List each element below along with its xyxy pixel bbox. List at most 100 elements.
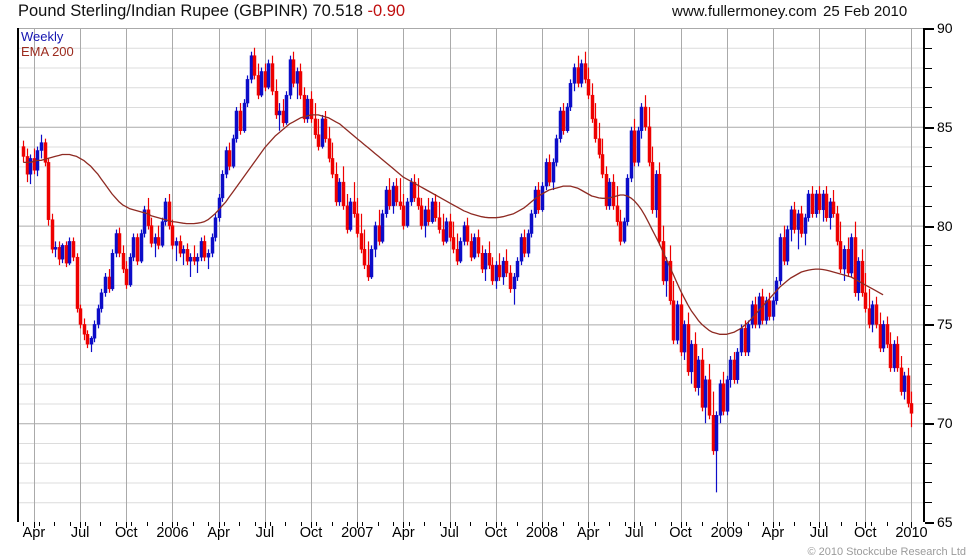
- x-axis-tick: [686, 522, 688, 526]
- x-axis-tick: [424, 522, 426, 526]
- x-axis-tick: [100, 522, 102, 526]
- x-axis-tick: [223, 522, 225, 526]
- x-axis-label: Apr: [207, 525, 230, 541]
- x-axis-tick: [485, 522, 487, 526]
- x-axis-tick: [763, 522, 765, 526]
- x-axis-tick: [377, 522, 379, 526]
- x-axis-tick: [470, 522, 472, 526]
- x-axis-tick: [778, 522, 780, 526]
- x-axis-tick: [655, 522, 657, 526]
- x-axis-label: Apr: [22, 525, 46, 541]
- y-axis-tick: [925, 265, 932, 267]
- x-axis-tick: [840, 522, 842, 526]
- y-axis: 65 70 75 80 85 90: [925, 20, 980, 530]
- y-axis-tick: [925, 47, 932, 49]
- x-axis-tick-major: [33, 522, 35, 528]
- x-axis-tick: [855, 522, 857, 526]
- x-axis-tick: [300, 522, 302, 526]
- x-axis-label: Oct: [669, 525, 692, 541]
- x-axis-label: Oct: [854, 525, 877, 541]
- y-axis-tick: [925, 225, 934, 228]
- x-axis-tick: [84, 522, 86, 526]
- x-axis-tick: [809, 522, 811, 526]
- x-axis-tick: [115, 522, 117, 526]
- x-axis-tick: [670, 522, 672, 526]
- y-axis-tick: [925, 107, 932, 109]
- x-axis-tick: [38, 522, 40, 526]
- x-axis-tick: [532, 522, 534, 526]
- x-axis-label: Apr: [576, 525, 600, 541]
- y-axis-tick: [925, 502, 932, 504]
- x-axis-tick: [192, 522, 194, 526]
- y-axis-tick: [925, 87, 932, 89]
- x-axis-tick-major: [449, 522, 451, 528]
- x-axis-tick: [177, 522, 179, 526]
- x-axis-tick: [578, 522, 580, 526]
- x-axis-tick: [455, 522, 457, 526]
- x-axis-tick: [547, 522, 549, 526]
- y-axis-tick: [925, 482, 932, 484]
- x-axis-tick: [269, 522, 271, 526]
- x-axis-tick-major: [403, 522, 405, 528]
- x-axis-tick: [69, 522, 71, 526]
- x-axis-tick-major: [911, 522, 913, 528]
- y-axis-tick: [925, 28, 934, 30]
- x-axis-tick: [347, 522, 349, 526]
- x-axis-tick: [747, 522, 749, 526]
- x-axis-label: Jul: [255, 525, 275, 541]
- x-axis-label: Jul: [440, 525, 459, 541]
- x-axis-tick: [439, 522, 441, 526]
- x-axis-label: 2008: [525, 525, 559, 541]
- x-axis-tick-major: [126, 522, 128, 528]
- y-axis-tick: [925, 522, 934, 524]
- x-axis-label: Oct: [299, 525, 323, 541]
- x-axis-tick: [208, 522, 210, 526]
- x-axis-tick-major: [634, 522, 636, 528]
- price-change: -0.90: [367, 2, 406, 20]
- x-axis-tick: [331, 522, 333, 526]
- x-axis-tick: [732, 522, 734, 526]
- x-axis-tick: [794, 522, 796, 526]
- y-axis-tick: [925, 304, 932, 306]
- y-axis-tick: [925, 324, 934, 327]
- page-title: Pound Sterling/Indian Rupee (GBPINR) 70.…: [18, 2, 405, 21]
- x-axis-label: Apr: [761, 525, 785, 541]
- x-axis-tick: [316, 522, 318, 526]
- x-axis-tick: [902, 522, 904, 526]
- x-axis-tick: [239, 522, 241, 526]
- x-axis-tick-major: [588, 522, 590, 528]
- x-axis-tick: [886, 522, 888, 526]
- x-axis: Apr Jul Oct 2006 Apr Jul Oct 2007 Apr Jul Oct 2008 A…: [0, 522, 980, 552]
- y-axis-label: 75: [937, 316, 953, 333]
- x-axis-tick: [717, 522, 719, 526]
- chart-frame-border: [17, 28, 925, 522]
- y-axis-tick: [925, 284, 932, 286]
- y-axis-tick: [925, 245, 932, 247]
- x-axis-label: 2009: [710, 525, 743, 541]
- x-axis-tick-major: [357, 522, 359, 528]
- x-axis-tick: [362, 522, 364, 526]
- x-axis-tick-major: [311, 522, 313, 528]
- x-axis-tick-major: [865, 522, 867, 528]
- y-axis-tick: [925, 166, 932, 168]
- x-axis-tick-major: [172, 522, 174, 528]
- x-axis-label: 2010: [895, 525, 928, 541]
- x-axis-label: 2006: [156, 525, 189, 541]
- y-axis-label: 70: [937, 415, 953, 432]
- chart-plot-area: [19, 28, 925, 522]
- header-date-label: 25 Feb 2010: [823, 3, 908, 20]
- y-axis-tick: [925, 205, 932, 207]
- x-axis-tick: [516, 522, 518, 526]
- site-url-label: www.fullermoney.com: [672, 3, 817, 20]
- x-axis-tick: [871, 522, 873, 526]
- y-axis-tick: [925, 423, 934, 426]
- y-axis-tick: [925, 344, 932, 346]
- x-axis-tick: [501, 522, 503, 526]
- x-axis-tick: [54, 522, 56, 526]
- x-axis-tick-major: [264, 522, 266, 528]
- x-axis-tick: [609, 522, 611, 526]
- header-bar: Pound Sterling/Indian Rupee (GBPINR) 70.…: [0, 0, 980, 26]
- instrument-title: Pound Sterling/Indian Rupee (GBPINR) 70.…: [18, 2, 368, 20]
- x-axis-label: Jul: [625, 525, 644, 541]
